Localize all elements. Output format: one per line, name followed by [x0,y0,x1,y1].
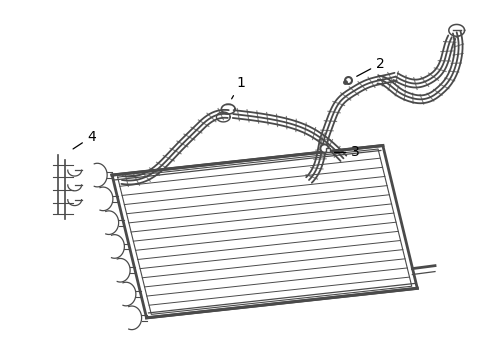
Text: 2: 2 [357,57,385,76]
Text: 3: 3 [334,145,360,159]
Text: 1: 1 [232,76,245,99]
Text: 4: 4 [73,130,96,149]
